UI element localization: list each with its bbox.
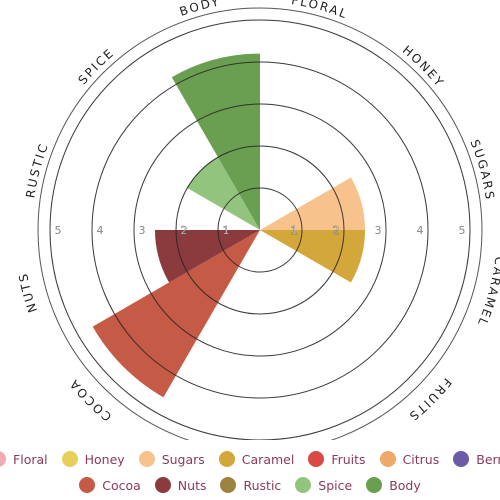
- legend-item-spice[interactable]: Spice: [295, 477, 352, 493]
- ring-tick-label: 5: [459, 224, 466, 237]
- direction-label-fruits: FRUITS: [405, 375, 454, 424]
- legend-swatch: [218, 451, 235, 467]
- legend-item-caramel[interactable]: Caramel: [218, 451, 295, 467]
- legend-swatch: [366, 477, 383, 493]
- ring-line: [133, 103, 387, 357]
- legend-label: Citrus: [402, 451, 440, 467]
- legend-label: Fruits: [331, 451, 366, 467]
- legend-item-cocoa[interactable]: Cocoa: [79, 477, 141, 493]
- legend-item-berry[interactable]: Berry: [453, 451, 500, 467]
- legend-item-citrus[interactable]: Citrus: [379, 451, 440, 467]
- legend-item-floral[interactable]: Floral: [0, 451, 48, 467]
- ring-tick-label: 3: [375, 224, 382, 237]
- ring-line: [217, 187, 303, 273]
- legend-label: Berry: [476, 451, 500, 467]
- direction-label-honey: HONEY: [400, 43, 447, 90]
- outer-ring: [37, 7, 483, 440]
- legend: Floral Honey Sugars Caramel Fruits Citrus Berr…: [0, 446, 500, 500]
- direction-label-floral: FLORAL: [290, 0, 350, 22]
- legend-item-nuts[interactable]: Nuts: [154, 477, 207, 493]
- legend-swatch: [79, 477, 96, 493]
- legend-swatch: [379, 451, 396, 467]
- segment-caramel: [260, 230, 365, 283]
- legend-label: Body: [389, 477, 421, 493]
- direction-label-rustic: RUSTIC: [23, 140, 51, 198]
- legend-swatch: [0, 451, 7, 467]
- legend-item-body[interactable]: Body: [366, 477, 421, 493]
- chart-segments: [92, 53, 365, 398]
- legend-swatch: [220, 477, 237, 493]
- legend-label: Honey: [84, 451, 125, 467]
- ring-tick-label: 4: [97, 224, 104, 237]
- segment-sugars: [260, 177, 365, 230]
- legend-label: Caramel: [241, 451, 295, 467]
- ring-line: [49, 19, 471, 440]
- legend-swatch: [295, 477, 312, 493]
- ring-tick-label: 3: [139, 224, 146, 237]
- chart-ring-overlay: [49, 19, 471, 440]
- segment-spice: [187, 157, 260, 230]
- legend-swatch: [154, 477, 171, 493]
- legend-label: Nuts: [177, 477, 207, 493]
- ring-tick-label: 5: [55, 224, 62, 237]
- ring-tick-label: 1: [291, 224, 298, 237]
- legend-row: Cocoa Nuts Rustic Spice Body: [0, 472, 500, 498]
- legend-item-fruits[interactable]: Fruits: [308, 451, 366, 467]
- direction-label-spice: SPICE: [75, 45, 117, 87]
- ring-tick-label: 2: [181, 224, 188, 237]
- ring-tick-label: 1: [223, 224, 230, 237]
- segment-body: [171, 53, 260, 230]
- legend-item-rustic[interactable]: Rustic: [220, 477, 281, 493]
- legend-item-honey[interactable]: Honey: [61, 451, 125, 467]
- direction-label-nuts: NUTS: [16, 271, 40, 314]
- legend-label: Rustic: [243, 477, 282, 493]
- ring-tick-label: 2: [333, 224, 340, 237]
- direction-label-caramel: CARAMEL: [474, 256, 500, 329]
- segment-cocoa: [92, 230, 261, 398]
- legend-label: Sugars: [161, 451, 205, 467]
- legend-swatch: [453, 451, 470, 467]
- legend-swatch: [138, 451, 155, 467]
- legend-label: Spice: [318, 477, 353, 493]
- legend-swatch: [308, 451, 325, 467]
- ring-line: [175, 145, 345, 315]
- legend-item-sugars[interactable]: Sugars: [138, 451, 205, 467]
- ring-tick-labels: 1 1 2 2 3 3 4 4 5 5: [55, 224, 466, 237]
- direction-label-sugars: SUGARS: [467, 138, 497, 202]
- legend-label: Floral: [13, 451, 48, 467]
- legend-swatch: [61, 451, 78, 467]
- direction-label-cocoa: COCOA: [66, 376, 114, 424]
- legend-label: Cocoa: [102, 477, 141, 493]
- segment-nuts: [155, 230, 260, 283]
- ring-tick-label: 4: [417, 224, 424, 237]
- ring-line: [91, 61, 429, 399]
- legend-row: Floral Honey Sugars Caramel Fruits Citrus Berr…: [0, 446, 500, 472]
